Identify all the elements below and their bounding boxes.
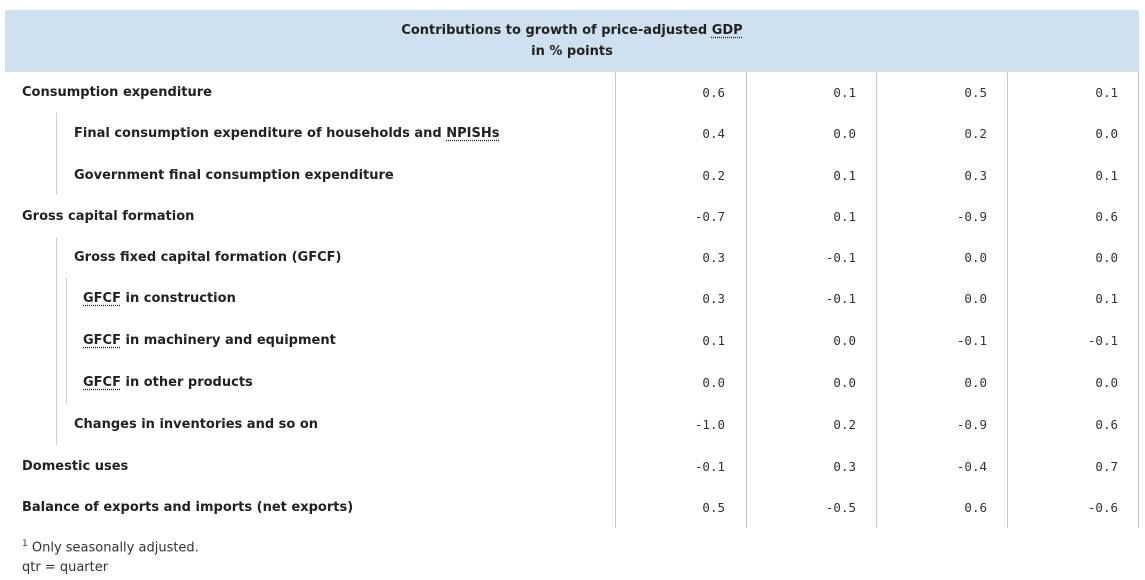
cell-value: 0.0 xyxy=(964,291,987,306)
table-row: Gross capital formation -0.7 0.1 -0.9 0.… xyxy=(5,196,1139,237)
table-row: Consumption expenditure 0.6 0.1 0.5 0.1 xyxy=(5,72,1139,113)
cell-value: 0.1 xyxy=(833,85,856,100)
cell-value: 0.3 xyxy=(833,459,856,474)
row-label-text: in other products xyxy=(120,375,253,390)
table-row: GFCF in other products 0.0 0.0 0.0 0.0 xyxy=(5,362,1139,403)
header-title-text: Contributions to growth of price-adjuste… xyxy=(401,23,712,38)
row-label-text: in construction xyxy=(120,291,236,306)
cell-value: -0.9 xyxy=(956,417,987,432)
row-label-text: Final consumption expenditure of househo… xyxy=(74,126,447,141)
cell-value: 0.0 xyxy=(702,375,725,390)
header-title-line2: in % points xyxy=(531,44,613,59)
column-divider xyxy=(615,72,616,528)
cell-value: 0.6 xyxy=(1095,417,1118,432)
cell-value: 0.1 xyxy=(702,333,725,348)
table-row: GFCF in construction 0.3 -0.1 0.0 0.1 xyxy=(5,278,1139,319)
row-label: GFCF in construction xyxy=(83,278,236,319)
footnote-seasonal: 1 Only seasonally adjusted. xyxy=(22,539,199,555)
footnote-text: Only seasonally adjusted. xyxy=(27,540,199,556)
cell-value: 0.0 xyxy=(1095,250,1118,265)
column-divider xyxy=(1138,72,1139,528)
cell-value: 0.1 xyxy=(1095,291,1118,306)
row-label: GFCF in other products xyxy=(83,362,253,403)
cell-value: 0.0 xyxy=(1095,126,1118,141)
gfcf-abbreviation[interactable]: GFCF xyxy=(83,333,121,348)
table-row: Changes in inventories and so on -1.0 0.… xyxy=(5,404,1139,445)
cell-value: -0.1 xyxy=(956,333,987,348)
cell-value: 0.2 xyxy=(702,168,725,183)
cell-value: 0.2 xyxy=(964,126,987,141)
cell-value: 0.0 xyxy=(833,126,856,141)
indent-guide xyxy=(56,237,57,445)
row-label: GFCF in machinery and equipment xyxy=(83,320,336,361)
cell-value: -0.1 xyxy=(825,250,856,265)
cell-value: 0.5 xyxy=(702,500,725,515)
cell-value: 0.1 xyxy=(1095,168,1118,183)
cell-value: 0.4 xyxy=(702,126,725,141)
table-row: Domestic uses -0.1 0.3 -0.4 0.7 xyxy=(5,446,1139,487)
gfcf-abbreviation[interactable]: GFCF xyxy=(83,291,121,306)
cell-value: -0.1 xyxy=(694,459,725,474)
cell-value: -0.5 xyxy=(825,500,856,515)
cell-value: 0.6 xyxy=(1095,209,1118,224)
column-divider xyxy=(1007,72,1008,528)
table-row: GFCF in machinery and equipment 0.1 0.0 … xyxy=(5,320,1139,361)
row-label-text: in machinery and equipment xyxy=(120,333,336,348)
gfcf-abbreviation[interactable]: GFCF xyxy=(83,375,121,390)
row-label: Domestic uses xyxy=(22,459,129,474)
table-row: Gross fixed capital formation (GFCF) 0.3… xyxy=(5,237,1139,278)
row-label: Government final consumption expenditure xyxy=(74,168,394,183)
row-label: Consumption expenditure xyxy=(22,85,212,100)
column-divider xyxy=(746,72,747,528)
cell-value: 0.3 xyxy=(702,250,725,265)
footnote-qtr: qtr = quarter xyxy=(22,560,109,575)
table-header: Contributions to growth of price-adjuste… xyxy=(5,10,1139,72)
cell-value: -0.1 xyxy=(825,291,856,306)
cell-value: 0.0 xyxy=(964,250,987,265)
cell-value: 0.6 xyxy=(702,85,725,100)
table-row: Government final consumption expenditure… xyxy=(5,155,1139,196)
cell-value: 0.1 xyxy=(1095,85,1118,100)
cell-value: 0.0 xyxy=(1095,375,1118,390)
cell-value: -0.1 xyxy=(1087,333,1118,348)
cell-value: -0.4 xyxy=(956,459,987,474)
npishs-abbreviation[interactable]: NPISHs xyxy=(446,126,500,141)
row-label: Balance of exports and imports (net expo… xyxy=(22,500,354,515)
row-label: Gross capital formation xyxy=(22,209,195,224)
row-label: Changes in inventories and so on xyxy=(74,417,319,432)
gdp-abbreviation[interactable]: GDP xyxy=(711,23,743,38)
indent-guide xyxy=(66,278,67,403)
column-divider xyxy=(876,72,877,528)
cell-value: 0.3 xyxy=(702,291,725,306)
cell-value: 0.0 xyxy=(833,375,856,390)
table-row: Balance of exports and imports (net expo… xyxy=(5,487,1139,528)
cell-value: 0.5 xyxy=(964,85,987,100)
indent-guide xyxy=(56,113,57,195)
cell-value: -1.0 xyxy=(694,417,725,432)
cell-value: 0.0 xyxy=(833,333,856,348)
row-label: Final consumption expenditure of househo… xyxy=(74,113,499,154)
header-title-line1: Contributions to growth of price-adjuste… xyxy=(401,20,742,41)
cell-value: 0.7 xyxy=(1095,459,1118,474)
row-label: Gross fixed capital formation (GFCF) xyxy=(74,250,342,265)
cell-value: 0.0 xyxy=(964,375,987,390)
cell-value: -0.7 xyxy=(694,209,725,224)
table-row: Final consumption expenditure of househo… xyxy=(5,113,1139,154)
cell-value: 0.3 xyxy=(964,168,987,183)
cell-value: 0.1 xyxy=(833,168,856,183)
cell-value: 0.1 xyxy=(833,209,856,224)
footnote-marker: 1 xyxy=(22,539,28,549)
cell-value: 0.6 xyxy=(964,500,987,515)
cell-value: -0.6 xyxy=(1087,500,1118,515)
cell-value: -0.9 xyxy=(956,209,987,224)
cell-value: 0.2 xyxy=(833,417,856,432)
